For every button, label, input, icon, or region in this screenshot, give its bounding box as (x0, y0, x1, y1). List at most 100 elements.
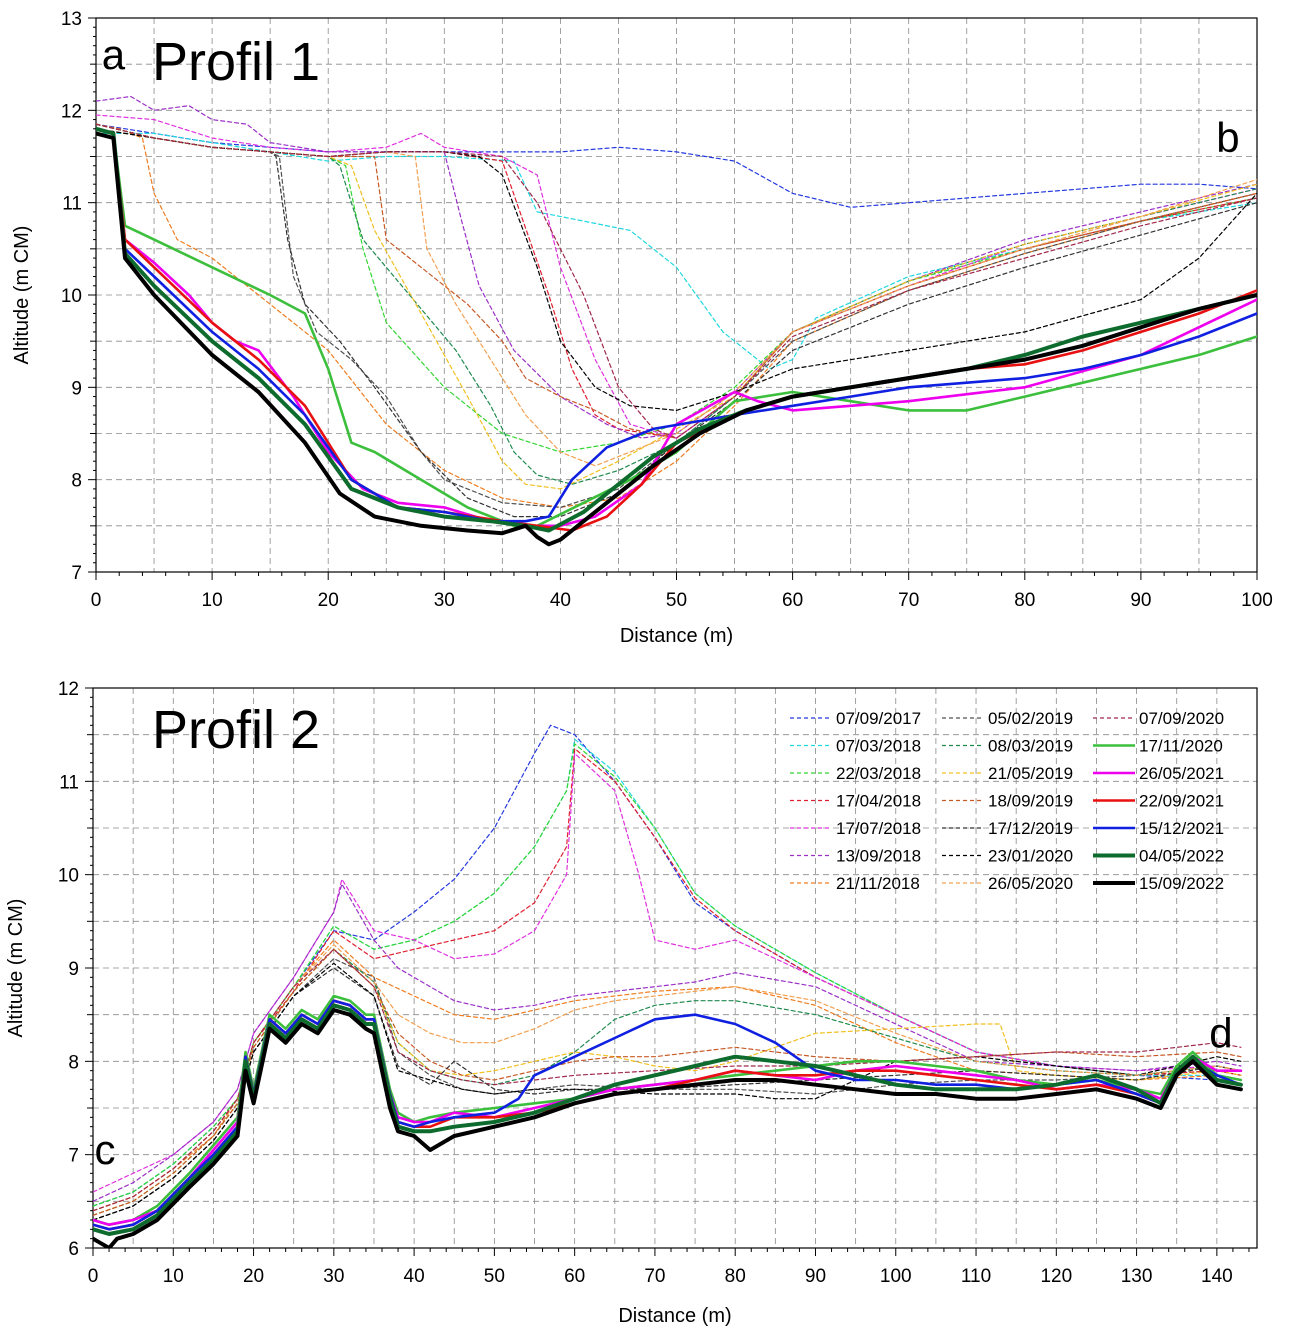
y-tick-label: 7 (71, 563, 82, 584)
legend-label: 15/09/2022 (1139, 874, 1224, 893)
series-line (96, 123, 1257, 518)
y-tick-label: 8 (68, 1052, 79, 1073)
y-tick-label: 12 (58, 679, 79, 700)
y-tick-label: 9 (68, 959, 79, 980)
y-tick-label: 12 (61, 101, 82, 122)
x-tick-label: 20 (318, 590, 339, 611)
series-line (93, 939, 1242, 1212)
legend-label: 08/03/2019 (988, 737, 1073, 756)
y-tick-label: 11 (59, 772, 79, 793)
series-line (93, 1003, 1243, 1236)
x-tick-label: 40 (404, 1266, 425, 1287)
panel-title: Profil 1 (152, 32, 320, 92)
legend-label: 23/01/2020 (988, 847, 1073, 866)
chart-panel-1: 0 10 20 30 40 50 60 70 80 90 100 7 8 9 10 11 12 13 Distanc… (11, 9, 1273, 647)
legend-label: 07/09/2020 (1139, 709, 1224, 728)
series-line (96, 127, 1257, 523)
x-tick-label: 30 (323, 1266, 344, 1287)
legend-label: 26/05/2021 (1139, 764, 1224, 783)
series-group (93, 724, 1243, 1248)
corner-label: d (1209, 1009, 1232, 1056)
series-line (96, 123, 1257, 439)
axis-ticks (88, 17, 1258, 580)
y-tick-label: 9 (71, 378, 82, 399)
series-line (93, 1008, 1243, 1248)
series-line (96, 95, 1257, 439)
x-tick-label: 50 (484, 1266, 505, 1287)
legend: 07/09/2017 07/03/2018 22/03/2018 17/04/2018… (790, 709, 1224, 893)
x-tick-label: 140 (1201, 1266, 1233, 1287)
legend-label: 17/11/2020 (1139, 737, 1223, 756)
axis-ticks (85, 687, 1250, 1256)
legend-label: 07/09/2017 (836, 709, 921, 728)
x-tick-label: 0 (91, 590, 102, 611)
legend-label: 17/07/2018 (836, 819, 921, 838)
series-line (96, 123, 1257, 208)
x-tick-label: 20 (243, 1266, 264, 1287)
corner-label: a (102, 31, 126, 78)
x-tick-label: 50 (666, 590, 687, 611)
x-axis-title: Distance (m) (618, 1305, 731, 1327)
x-tick-label: 90 (805, 1266, 826, 1287)
x-tick-label: 70 (644, 1266, 665, 1287)
legend-label: 07/03/2018 (836, 737, 921, 756)
legend-label: 22/03/2018 (836, 764, 921, 783)
series-line (96, 123, 1257, 508)
x-tick-label: 80 (725, 1266, 746, 1287)
legend-label: 15/12/2021 (1139, 819, 1224, 838)
chart-panel-2: 0 10 20 30 40 50 60 70 80 90 100 110 120 130 140 6 7 8 9 10… (5, 679, 1258, 1327)
y-tick-label: 13 (61, 9, 82, 30)
legend-label: 26/05/2020 (988, 874, 1073, 893)
x-tick-label: 10 (163, 1266, 184, 1287)
legend-label: 17/12/2019 (988, 819, 1073, 838)
x-tick-label: 40 (550, 590, 571, 611)
y-tick-label: 8 (71, 471, 82, 492)
y-tick-label: 7 (68, 1146, 79, 1167)
x-tick-label: 100 (1241, 590, 1273, 611)
x-tick-label: 130 (1121, 1266, 1153, 1287)
legend-label: 21/05/2019 (988, 764, 1073, 783)
legend-label: 22/09/2021 (1139, 792, 1224, 811)
series-line (93, 967, 1242, 1221)
series-line (96, 127, 1257, 532)
y-tick-label: 10 (61, 286, 82, 307)
x-tick-label: 60 (782, 590, 803, 611)
series-line (93, 748, 1242, 1212)
legend-label: 17/04/2018 (836, 792, 921, 811)
panel-title: Profil 2 (152, 700, 320, 760)
series-line (96, 131, 1257, 547)
grid-lines (93, 688, 1257, 1248)
series-line (96, 128, 1257, 411)
x-tick-label: 60 (564, 1266, 585, 1287)
x-tick-label: 90 (1130, 590, 1151, 611)
x-axis-title: Distance (m) (620, 625, 733, 647)
series-group (96, 95, 1257, 547)
corner-label: c (95, 1126, 116, 1173)
y-axis-title: Altitude (m CM) (11, 226, 33, 365)
x-tick-label: 110 (961, 1266, 991, 1287)
series-line (93, 948, 1242, 1212)
series-line (93, 944, 1242, 1212)
legend-label: 05/02/2019 (988, 709, 1073, 728)
y-tick-label: 11 (62, 194, 82, 215)
series-line (93, 948, 1242, 1216)
x-tick-label: 100 (880, 1266, 912, 1287)
corner-label: b (1216, 114, 1239, 161)
y-tick-label: 10 (58, 866, 79, 887)
legend-label: 04/05/2022 (1139, 847, 1224, 866)
x-tick-label: 120 (1040, 1266, 1072, 1287)
series-line (96, 126, 1257, 533)
x-tick-label: 0 (88, 1266, 99, 1287)
legend-label: 18/09/2019 (988, 792, 1073, 811)
y-axis-title: Altitude (m CM) (5, 899, 27, 1038)
series-line (93, 958, 1242, 1221)
legend-label: 13/09/2018 (836, 847, 921, 866)
series-line (93, 999, 1243, 1231)
series-line (96, 132, 1257, 370)
grid-lines (96, 18, 1257, 572)
x-tick-label: 70 (898, 590, 919, 611)
legend-label: 21/11/2018 (836, 874, 920, 893)
y-tick-label: 6 (68, 1239, 79, 1260)
